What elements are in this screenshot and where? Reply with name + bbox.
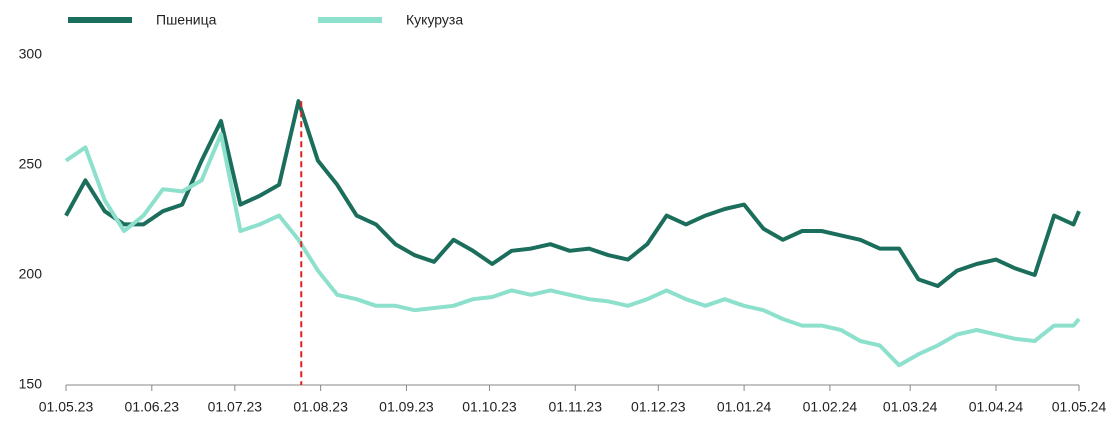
y-tick-label: 250 (19, 156, 43, 172)
x-tick-label: 01.11.23 (549, 399, 603, 415)
x-tick-label: 01.08.23 (293, 399, 348, 415)
x-tick-label: 01.06.23 (125, 399, 180, 415)
x-tick-label: 01.02.24 (803, 399, 858, 415)
x-tick-label: 01.09.23 (379, 399, 434, 415)
x-tick-label: 01.04.24 (969, 399, 1024, 415)
x-tick-label: 01.03.24 (883, 399, 938, 415)
x-tick-label: 01.05.24 (1052, 399, 1107, 415)
series-line (64, 99, 1081, 288)
x-tick-label: 01.07.23 (208, 399, 263, 415)
y-tick-label: 150 (19, 376, 43, 392)
series-line (64, 132, 1081, 368)
y-tick-label: 300 (19, 46, 43, 62)
legend-label: Пшеница (156, 12, 217, 28)
x-tick-label: 01.10.23 (462, 399, 517, 415)
y-tick-label: 200 (19, 266, 43, 282)
legend-label: Кукуруза (406, 12, 463, 28)
x-tick-label: 01.12.23 (631, 399, 686, 415)
x-tick-label: 01.05.23 (39, 399, 94, 415)
x-tick-label: 01.01.24 (717, 399, 772, 415)
